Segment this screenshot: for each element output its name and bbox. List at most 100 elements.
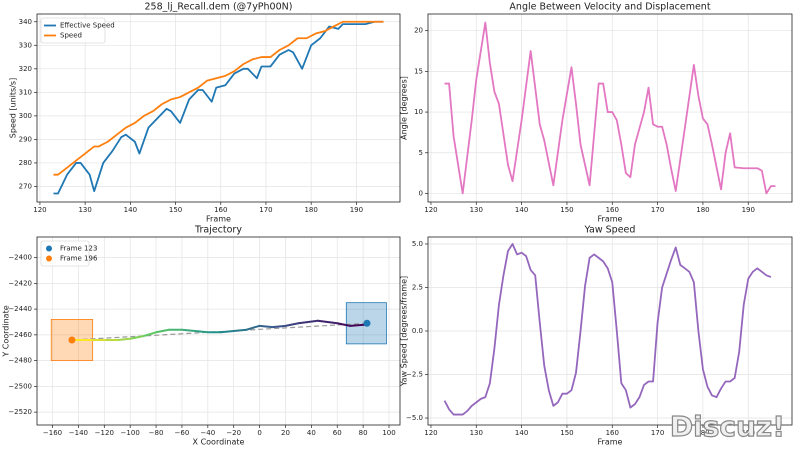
- y-axis-label: Angle [degrees]: [400, 76, 409, 140]
- x-tick-label: 20: [281, 429, 290, 437]
- y-tick-label: 300: [19, 112, 32, 120]
- x-tick-label: 60: [333, 429, 342, 437]
- x-tick-label: 190: [742, 206, 755, 214]
- x-tick-label: 120: [424, 206, 437, 214]
- x-tick-label: 190: [742, 429, 755, 437]
- y-tick-label: −2460: [8, 331, 32, 339]
- trajectory-segment: [219, 330, 235, 334]
- legend-label: Speed: [60, 32, 82, 40]
- x-tick-label: 180: [304, 206, 317, 214]
- series-line: [443, 243, 772, 416]
- legend-label: Frame 123: [60, 245, 97, 253]
- x-axis-label: X Coordinate: [193, 438, 245, 447]
- x-axis-label: Frame: [598, 438, 623, 447]
- trajectory-segment: [271, 324, 287, 329]
- x-tick-label: 150: [169, 206, 182, 214]
- y-tick-label: 330: [19, 41, 32, 49]
- x-tick-label: 180: [696, 206, 709, 214]
- y-tick-label: 290: [19, 135, 32, 143]
- y-tick-label: −2400: [8, 254, 32, 262]
- x-tick-label: 150: [560, 429, 573, 437]
- y-tick-label: 270: [19, 182, 32, 190]
- x-tick-label: 130: [78, 206, 91, 214]
- y-tick-label: 2.5: [412, 283, 423, 291]
- y-tick-label: −5.0: [406, 414, 423, 422]
- x-tick-label: 100: [382, 429, 395, 437]
- series-line: [53, 20, 384, 195]
- y-tick-label: 20: [414, 27, 423, 35]
- trajectory-segment: [232, 328, 248, 332]
- y-tick-label: −2420: [8, 279, 32, 287]
- y-tick-label: 15: [414, 67, 423, 75]
- chart-title: 258_lj_Recall.dem (@7yPh00N): [145, 2, 293, 13]
- trajectory-segment: [258, 324, 274, 329]
- x-tick-label: 180: [696, 429, 709, 437]
- y-tick-label: −2500: [8, 382, 32, 390]
- x-tick-label: 80: [359, 429, 368, 437]
- y-tick-label: 340: [19, 18, 32, 26]
- x-tick-label: 160: [214, 206, 227, 214]
- x-tick-label: 130: [470, 206, 483, 214]
- y-tick-label: 0: [419, 189, 423, 197]
- x-tick-label: −60: [175, 429, 190, 437]
- y-tick-label: 0.0: [412, 327, 423, 335]
- legend-box: [40, 17, 106, 44]
- chart-title: Trajectory: [194, 225, 242, 236]
- x-tick-label: 140: [124, 206, 137, 214]
- legend-label: Frame 196: [60, 255, 98, 263]
- x-tick-label: 120: [33, 206, 46, 214]
- x-axis-label: Frame: [206, 215, 231, 224]
- y-tick-label: −2480: [8, 357, 32, 365]
- y-tick-label: 10: [414, 108, 423, 116]
- trajectory-segment: [297, 319, 319, 325]
- x-tick-label: −120: [95, 429, 114, 437]
- legend-marker: [46, 245, 52, 252]
- x-tick-label: 160: [606, 429, 619, 437]
- y-tick-label: −2.5: [406, 371, 423, 379]
- trajectory-segment: [316, 319, 339, 325]
- trajectory-segment: [180, 328, 196, 332]
- y-tick-label: −2440: [8, 305, 32, 313]
- x-tick-label: 130: [470, 429, 483, 437]
- x-tick-label: 140: [515, 429, 528, 437]
- x-tick-label: −40: [200, 429, 215, 437]
- y-axis-label: Y Coordinate: [2, 305, 11, 357]
- watermark: Discuz!: [670, 410, 785, 443]
- x-tick-label: 120: [424, 429, 437, 437]
- trajectory-segment: [245, 324, 261, 331]
- trajectory-segment: [129, 335, 145, 340]
- trajectory-segment: [155, 328, 170, 334]
- y-tick-label: 280: [19, 159, 32, 167]
- x-axis-label: Frame: [598, 215, 623, 224]
- trajectory-segment: [284, 322, 300, 327]
- x-tick-label: 170: [651, 206, 664, 214]
- trajectory-segment: [116, 337, 132, 342]
- axes-frame: [427, 236, 793, 426]
- x-tick-label: −100: [121, 429, 140, 437]
- trajectory-segment: [336, 322, 352, 327]
- axes-frame: [36, 13, 401, 203]
- y-tick-label: 320: [19, 65, 32, 73]
- point: [363, 319, 371, 327]
- x-tick-label: 170: [651, 429, 664, 437]
- trajectory-segment: [193, 330, 209, 334]
- x-tick-label: −80: [149, 429, 164, 437]
- legend-label: Effective Speed: [60, 22, 115, 30]
- x-tick-label: −20: [226, 429, 241, 437]
- axes-frame: [36, 236, 401, 426]
- y-tick-label: 310: [19, 88, 32, 96]
- x-tick-label: 190: [350, 206, 363, 214]
- series-line: [444, 21, 776, 195]
- x-tick-label: 140: [515, 206, 528, 214]
- x-tick-label: −140: [69, 429, 88, 437]
- x-tick-label: 150: [560, 206, 573, 214]
- y-tick-label: −2520: [8, 408, 32, 416]
- y-tick-label: 5.0: [412, 240, 423, 248]
- legend-box: [40, 240, 90, 267]
- series-line: [53, 20, 384, 176]
- x-tick-label: 0: [257, 429, 261, 437]
- chart-title: Angle Between Velocity and Displacement: [509, 2, 710, 13]
- y-axis-label: Yaw Speed [degrees/frame]: [400, 276, 409, 387]
- y-tick-label: 5: [419, 149, 423, 157]
